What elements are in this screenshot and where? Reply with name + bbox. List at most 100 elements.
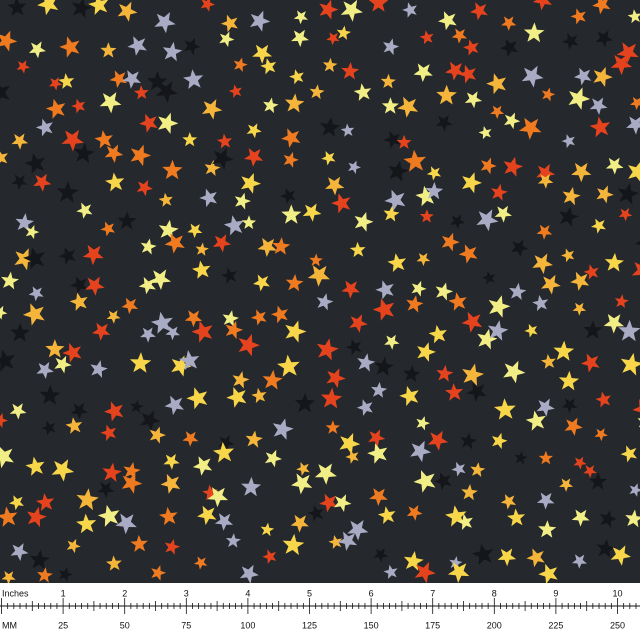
star [526,548,545,568]
star [618,208,633,222]
star [482,271,496,285]
star [525,410,546,431]
star [100,221,115,237]
star [571,162,592,183]
star [183,69,204,89]
star [76,513,97,534]
star [491,432,508,450]
star [164,233,185,254]
star [280,188,296,204]
star [133,85,149,100]
star [470,2,488,21]
star [541,274,561,295]
star [397,96,419,118]
star [0,349,15,372]
star [441,232,460,252]
star [106,555,122,571]
star [494,205,512,223]
star [383,38,400,56]
star [375,280,394,300]
star [136,179,153,197]
star [241,476,262,497]
star [184,310,203,328]
star [383,205,400,222]
star [428,324,447,344]
star [595,391,611,408]
star [0,447,14,469]
star [353,83,372,101]
star [625,509,640,528]
star [171,355,192,377]
star [264,449,282,468]
star [225,320,243,340]
star [596,538,616,558]
star [384,189,406,212]
star [219,31,235,47]
star [319,0,339,20]
star [396,134,412,149]
star [218,435,235,452]
star [193,556,208,570]
star [238,333,260,357]
star [371,381,388,398]
star [277,354,300,377]
star [257,237,277,257]
star [537,173,554,189]
star [106,310,121,324]
star [0,151,8,164]
star [411,280,427,297]
star [415,185,436,207]
star [562,33,579,50]
star [345,339,362,356]
star [162,159,183,180]
star [368,429,386,447]
star [240,173,261,194]
star [416,252,431,267]
star [523,22,545,43]
star [571,509,590,527]
star [212,234,232,253]
star [225,533,241,548]
star [480,157,497,175]
star [490,105,505,119]
star [183,37,201,56]
star [199,188,217,208]
star [192,456,213,476]
star [117,1,138,22]
star [419,209,434,223]
star [472,543,494,566]
star [402,2,417,18]
star [559,206,579,227]
star [380,73,396,89]
star [11,133,29,150]
star [595,30,613,48]
star [214,513,234,531]
star [618,319,640,342]
star [289,69,304,85]
star [399,386,419,407]
star [456,513,473,530]
star [51,459,75,482]
star [182,431,199,447]
star [514,451,528,465]
star [99,92,122,114]
star [448,292,467,311]
star [85,276,105,296]
star [583,264,599,280]
star [251,387,267,404]
inch-label: 3 [184,588,189,598]
star [460,432,477,450]
star [100,42,117,58]
star [573,456,587,470]
star [462,363,485,386]
star [381,97,399,114]
inch-label: 6 [369,588,374,598]
star [348,160,361,174]
mm-label: 125 [302,620,317,630]
star [252,44,273,64]
star [262,549,277,564]
ruler-scale: 1 2 3 4 5 6 7 8 9 10 25 50 75 100 125 150 175 200 225 250 [1,588,637,630]
star [165,326,180,341]
star [571,554,587,569]
star [509,282,527,300]
